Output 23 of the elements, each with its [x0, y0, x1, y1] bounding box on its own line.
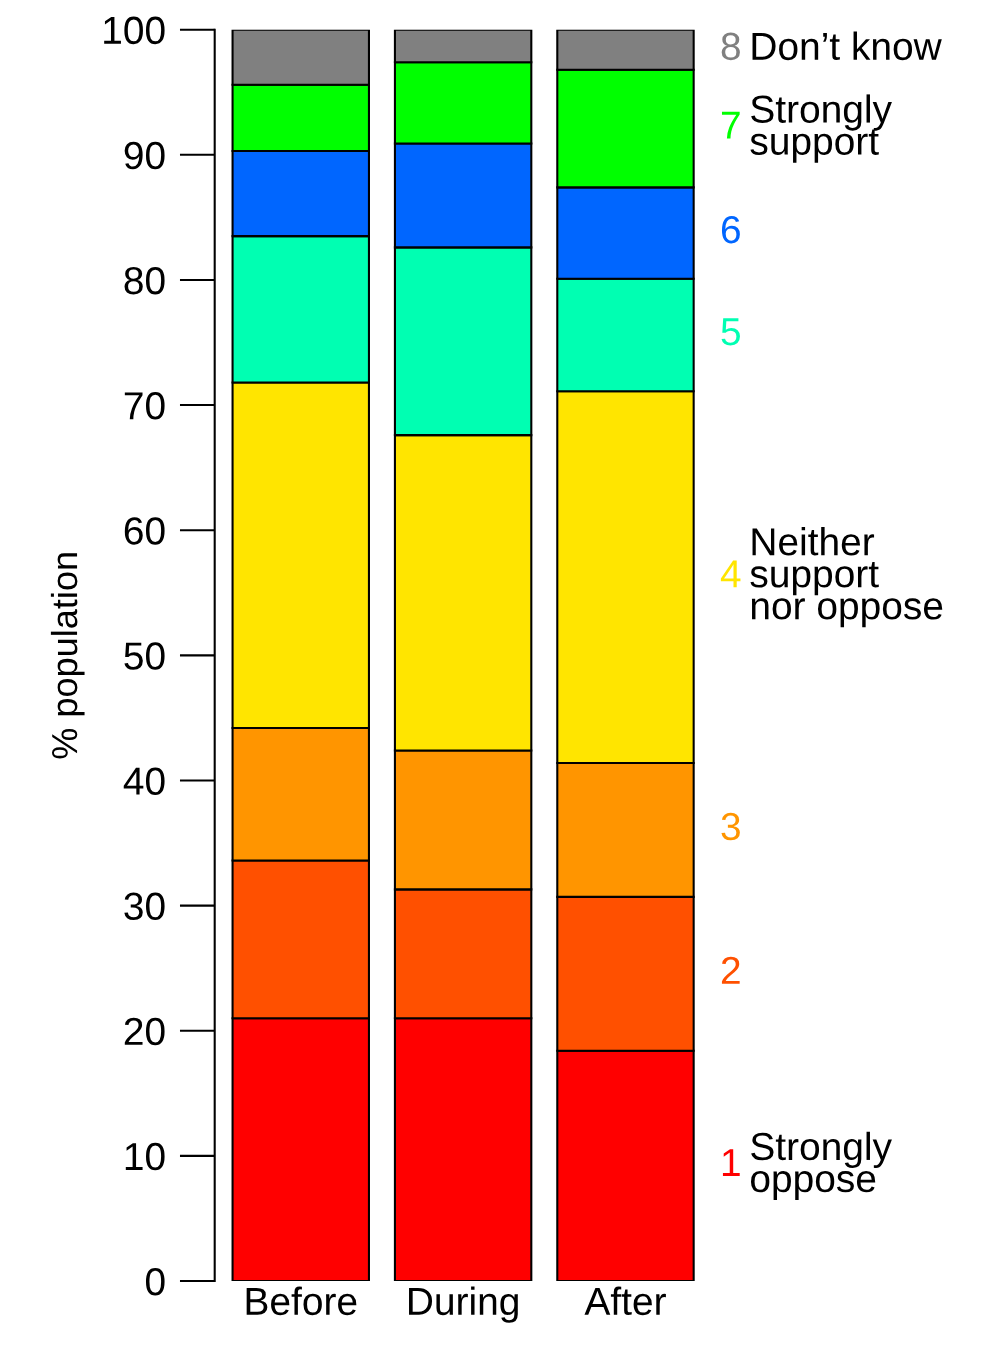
- y-tick-label: 60: [124, 517, 165, 545]
- series-label: 7 Strongly support: [721, 94, 892, 163]
- x-tick-label: After: [584, 1286, 666, 1316]
- series-label: 5: [721, 318, 740, 346]
- y-tick-label: 10: [125, 1142, 165, 1171]
- x-tick-label: Before: [246, 1286, 357, 1316]
- series-label: 6: [721, 215, 740, 244]
- x-tick-label: During: [409, 1286, 518, 1323]
- y-tick-label: 20: [124, 1017, 165, 1046]
- series-label: 4 Neither support nor oppose: [720, 526, 943, 628]
- y-axis-title: % population: [50, 553, 85, 759]
- y-tick-label: 70: [124, 392, 165, 420]
- y-tick-label: 30: [124, 892, 165, 921]
- y-tick-label: 90: [124, 141, 165, 170]
- series-label: 1 Strongly oppose: [722, 1131, 892, 1201]
- y-tick-label: 40: [123, 767, 165, 795]
- series-label: 3: [721, 812, 740, 841]
- y-tick-label: 80: [124, 266, 165, 295]
- y-tick-label: 0: [145, 1267, 165, 1296]
- series-label: 8 Don’t know: [721, 31, 942, 61]
- y-tick-label: 100: [104, 16, 165, 45]
- series-label: 2: [721, 956, 740, 984]
- y-tick-label: 50: [124, 642, 165, 670]
